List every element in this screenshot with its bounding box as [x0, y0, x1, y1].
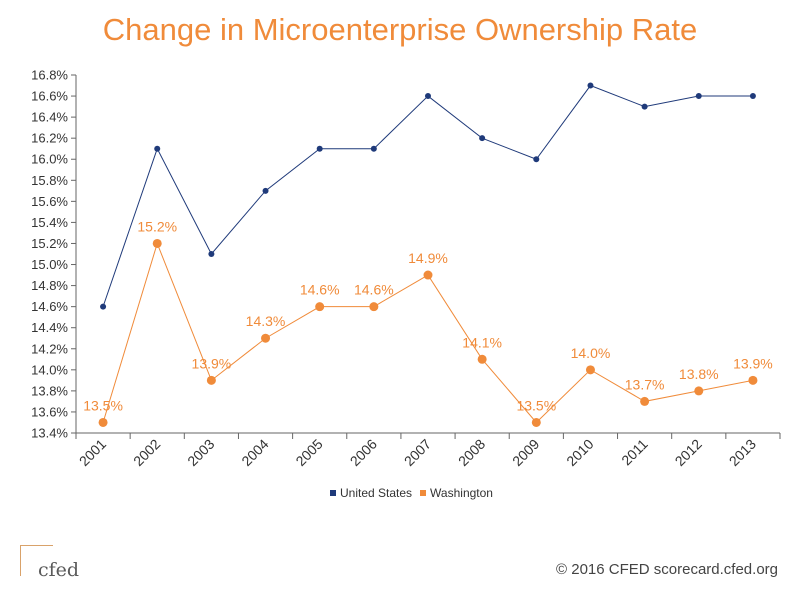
- y-tick-label: 15.4%: [31, 215, 68, 230]
- data-point-0: [262, 187, 269, 194]
- x-tick-label: 2013: [726, 436, 759, 469]
- x-tick-label: 2011: [618, 436, 651, 469]
- data-point-1: [369, 302, 379, 312]
- data-point-1: [315, 302, 325, 312]
- data-label-1: 13.7%: [625, 376, 665, 392]
- y-tick-label: 14.0%: [31, 362, 68, 377]
- data-label-1: 14.6%: [300, 282, 340, 298]
- data-point-0: [100, 303, 107, 310]
- x-tick-label: 2008: [455, 436, 488, 469]
- data-point-0: [154, 145, 161, 152]
- data-point-0: [641, 103, 648, 110]
- data-label-1: 13.9%: [192, 355, 232, 371]
- data-label-1: 13.9%: [733, 355, 773, 371]
- data-label-1: 13.5%: [516, 397, 556, 413]
- y-tick-label: 16.4%: [31, 110, 68, 125]
- logo-corner-bracket: [20, 545, 53, 576]
- data-point-1: [98, 417, 108, 427]
- legend-label-wa: Washington: [430, 486, 493, 500]
- x-tick-label: 2004: [238, 436, 271, 469]
- y-tick-label: 15.2%: [31, 236, 68, 251]
- y-tick-label: 14.2%: [31, 341, 68, 356]
- legend-swatch-wa: [420, 490, 427, 496]
- data-point-1: [206, 375, 216, 385]
- cfed-logo: cfed: [20, 545, 82, 585]
- legend-label-us: United States: [340, 486, 413, 500]
- data-label-1: 14.6%: [354, 282, 394, 298]
- data-point-0: [587, 82, 594, 89]
- y-tick-label: 13.6%: [31, 404, 68, 419]
- data-point-1: [152, 238, 162, 248]
- data-point-0: [479, 135, 486, 142]
- data-point-0: [425, 93, 431, 100]
- legend: United States Washington: [330, 486, 493, 500]
- y-tick-label: 14.8%: [31, 278, 68, 293]
- data-label-1: 14.1%: [462, 334, 502, 350]
- logo-text: cfed: [38, 559, 80, 581]
- x-tick-label: 2006: [347, 436, 380, 469]
- y-tick-label: 14.6%: [31, 299, 68, 314]
- data-point-1: [694, 386, 704, 396]
- data-point-0: [370, 145, 377, 152]
- x-tick-label: 2009: [509, 436, 542, 469]
- x-tick-label: 2005: [292, 436, 325, 469]
- x-tick-label: 2010: [563, 436, 596, 469]
- data-point-1: [531, 417, 541, 427]
- data-point-0: [316, 145, 323, 152]
- data-point-1: [261, 333, 271, 343]
- chart-title: Change in Microenterprise Ownership Rate: [102, 12, 698, 47]
- data-label-1: 13.5%: [83, 397, 123, 413]
- data-point-1: [748, 375, 758, 385]
- y-tick-label: 15.6%: [31, 194, 68, 209]
- data-point-1: [477, 354, 487, 364]
- data-point-0: [749, 93, 756, 100]
- y-tick-label: 15.0%: [31, 257, 68, 272]
- data-point-1: [585, 365, 595, 375]
- x-tick-label: 2012: [672, 436, 705, 469]
- x-tick-label: 2003: [184, 436, 217, 469]
- copyright-text: © 2016 CFED scorecard.cfed.org: [556, 561, 778, 578]
- data-point-0: [533, 156, 540, 163]
- legend-item-us[interactable]: United States: [330, 486, 412, 500]
- data-point-0: [695, 93, 702, 100]
- y-tick-label: 16.6%: [31, 89, 68, 104]
- y-tick-label: 16.2%: [31, 131, 68, 146]
- data-label-1: 13.8%: [679, 366, 719, 382]
- x-tick-label: 2007: [401, 436, 434, 469]
- x-tick-label: 2001: [76, 436, 109, 469]
- data-point-0: [208, 251, 215, 257]
- legend-swatch-us: [330, 490, 336, 496]
- legend-item-wa[interactable]: Washington: [420, 486, 493, 500]
- data-label-1: 14.9%: [408, 250, 448, 266]
- data-label-1: 15.2%: [137, 218, 177, 234]
- y-tick-label: 16.8%: [31, 68, 68, 83]
- y-tick-label: 13.8%: [31, 383, 68, 398]
- y-tick-label: 13.4%: [31, 426, 68, 441]
- y-tick-label: 14.4%: [31, 320, 68, 335]
- data-point-1: [640, 396, 650, 406]
- data-label-1: 14.3%: [246, 313, 286, 329]
- data-label-1: 14.0%: [571, 345, 611, 361]
- x-tick-label: 2002: [130, 436, 163, 469]
- y-tick-label: 15.8%: [31, 173, 68, 188]
- series-line-1: [102, 241, 754, 424]
- data-point-1: [423, 270, 433, 280]
- y-tick-label: 16.0%: [31, 152, 68, 167]
